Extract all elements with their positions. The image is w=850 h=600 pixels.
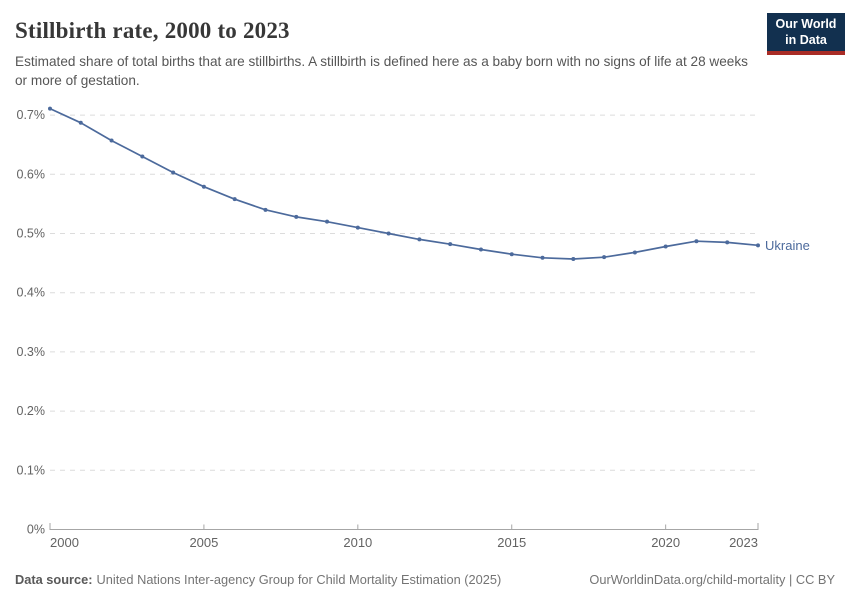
- data-point-2007[interactable]: [263, 207, 268, 212]
- x-axis-tick-label: 2010: [343, 535, 372, 550]
- data-point-2002[interactable]: [109, 138, 114, 143]
- data-point-2019[interactable]: [632, 250, 637, 255]
- data-point-2016[interactable]: [540, 255, 545, 260]
- y-axis-tick-label: 0.2%: [17, 404, 46, 418]
- y-axis-tick-label: 0.5%: [17, 227, 46, 241]
- data-point-2013[interactable]: [448, 242, 453, 247]
- chart-subtitle: Estimated share of total births that are…: [15, 54, 748, 89]
- data-point-2020[interactable]: [663, 244, 668, 249]
- data-point-2014[interactable]: [478, 247, 483, 252]
- data-point-2000[interactable]: [48, 106, 52, 111]
- data-point-2012[interactable]: [417, 237, 422, 242]
- data-point-2001[interactable]: [78, 120, 83, 125]
- chart-header: Stillbirth rate, 2000 to 2023 Estimated …: [15, 18, 755, 91]
- page-title: Stillbirth rate, 2000 to 2023: [15, 18, 290, 43]
- y-axis-tick-label: 0.1%: [17, 463, 46, 477]
- y-axis-tick-label: 0.3%: [17, 345, 46, 359]
- data-source: Data source: United Nations Inter-agency …: [15, 572, 501, 587]
- data-point-2008[interactable]: [294, 214, 299, 219]
- data-point-2009[interactable]: [325, 219, 330, 224]
- owid-logo-line2: in Data: [785, 32, 827, 47]
- data-point-2005[interactable]: [201, 184, 206, 189]
- x-axis-tick-label: 2005: [189, 535, 218, 550]
- y-axis-tick-label: 0.6%: [17, 167, 46, 181]
- data-source-text: United Nations Inter-agency Group for Ch…: [96, 572, 502, 587]
- chart-footer: Data source: United Nations Inter-agency …: [15, 572, 835, 587]
- data-point-2010[interactable]: [355, 225, 360, 230]
- data-point-2003[interactable]: [140, 154, 145, 159]
- x-axis-tick-label: 2000: [50, 535, 79, 550]
- series-line-ukraine[interactable]: [49, 107, 759, 260]
- data-point-2023[interactable]: [756, 243, 760, 248]
- owid-logo-line1: Our World: [775, 17, 837, 31]
- series-label-ukraine[interactable]: Ukraine: [765, 238, 810, 253]
- line-chart: 0% 0.1% 0.2% 0.3% 0.4% 0.5% 0.6% 0.7% 2000 2005 20…: [17, 106, 810, 550]
- data-source-label: Data source:: [15, 572, 93, 587]
- x-axis-tick-label: 2023: [729, 535, 758, 550]
- y-axis-tick-label: 0%: [27, 523, 45, 537]
- y-axis-tick-label: 0.7%: [17, 108, 46, 122]
- data-point-2004[interactable]: [171, 170, 176, 175]
- x-axis-tick-label: 2020: [651, 535, 680, 550]
- y-axis-tick-label: 0.4%: [17, 286, 46, 300]
- data-point-2022[interactable]: [725, 240, 730, 245]
- data-point-2006[interactable]: [232, 197, 237, 202]
- data-point-2015[interactable]: [509, 252, 514, 257]
- data-point-2021[interactable]: [694, 239, 699, 244]
- owid-logo[interactable]: Our World in Data: [767, 13, 845, 55]
- data-point-2018[interactable]: [602, 255, 607, 260]
- credit-link[interactable]: OurWorldinData.org/child-mortality | CC …: [589, 572, 835, 587]
- x-axis-tick-label: 2015: [497, 535, 526, 550]
- data-point-2017[interactable]: [571, 256, 576, 261]
- data-point-2011[interactable]: [386, 231, 391, 236]
